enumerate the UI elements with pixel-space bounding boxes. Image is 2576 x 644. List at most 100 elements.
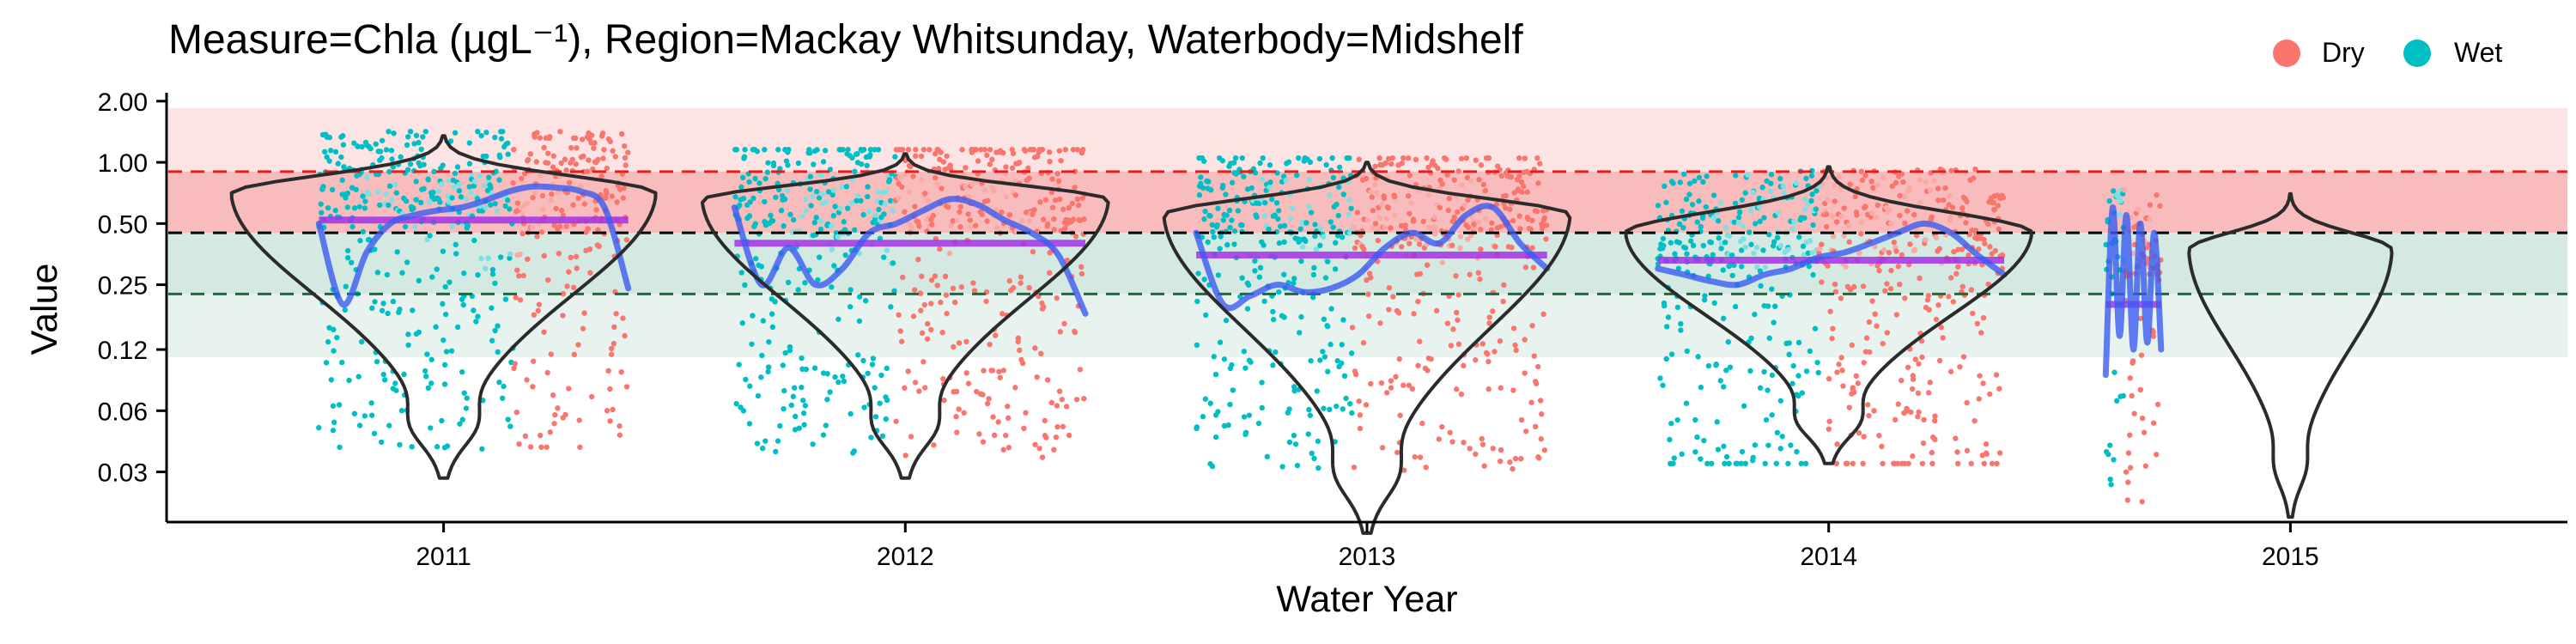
point	[362, 198, 368, 204]
point	[1317, 225, 1324, 232]
point	[488, 202, 494, 208]
point	[769, 311, 775, 317]
point	[1971, 175, 1977, 181]
point	[337, 444, 343, 451]
point	[1415, 298, 1421, 305]
point	[1701, 437, 1707, 444]
point	[1360, 340, 1367, 346]
point	[1886, 250, 1893, 256]
point	[386, 422, 392, 428]
point	[1381, 195, 1388, 202]
point	[1372, 163, 1378, 169]
point	[1788, 442, 1794, 448]
point	[465, 222, 471, 228]
point	[1038, 350, 1044, 357]
point	[372, 246, 378, 252]
point	[1742, 460, 1749, 467]
point	[759, 445, 766, 452]
point	[575, 195, 581, 202]
point	[1370, 225, 1376, 231]
point	[750, 195, 756, 202]
point	[448, 348, 455, 354]
point	[1273, 349, 1279, 355]
point	[932, 273, 939, 279]
point	[1241, 173, 1247, 179]
point	[840, 147, 846, 153]
point	[497, 254, 504, 260]
point	[1918, 337, 1925, 344]
point	[925, 197, 932, 204]
point	[1810, 271, 1816, 278]
point	[1203, 312, 1209, 319]
point	[1902, 220, 1908, 227]
point	[1959, 204, 1965, 211]
point	[1915, 414, 1921, 420]
point	[872, 414, 879, 420]
point	[1409, 386, 1416, 392]
point	[1521, 183, 1527, 190]
point	[951, 299, 958, 306]
point	[1907, 241, 1913, 247]
point	[1731, 262, 1737, 269]
point	[534, 130, 540, 136]
point	[373, 141, 379, 147]
point	[919, 177, 925, 184]
point	[1041, 304, 1047, 310]
point	[981, 368, 987, 374]
point	[1533, 380, 1540, 387]
point	[905, 368, 911, 374]
point	[1919, 460, 1926, 467]
point	[1750, 454, 1756, 460]
point	[915, 256, 921, 263]
point	[875, 189, 882, 195]
point	[617, 432, 623, 438]
point	[501, 383, 507, 390]
point	[1376, 155, 1382, 161]
point	[1838, 355, 1844, 361]
point	[456, 181, 462, 188]
point	[1039, 147, 1046, 153]
point	[1259, 176, 1266, 182]
point	[478, 256, 484, 262]
point	[1351, 224, 1358, 230]
point	[884, 397, 890, 404]
point	[1270, 308, 1276, 315]
point	[1025, 165, 1031, 172]
point	[883, 416, 889, 422]
point	[1897, 281, 1903, 288]
point	[858, 197, 864, 204]
point	[1733, 173, 1739, 179]
y-axis-title: Value	[24, 264, 65, 355]
point	[778, 207, 785, 214]
point	[1276, 240, 1283, 246]
smooth-curve-2011	[315, 183, 632, 308]
point	[1518, 416, 1525, 423]
point	[890, 208, 896, 214]
point	[737, 202, 743, 209]
point	[875, 147, 882, 153]
point	[417, 199, 424, 206]
point	[493, 168, 499, 174]
point	[1453, 273, 1459, 279]
point	[361, 413, 368, 419]
point	[1974, 320, 1981, 327]
point	[1356, 156, 1362, 162]
point	[1996, 450, 2003, 456]
point	[781, 196, 788, 203]
point	[1723, 453, 1730, 460]
point	[1756, 204, 1763, 210]
point	[1679, 208, 1686, 215]
point	[1018, 218, 1025, 224]
point	[1479, 341, 1485, 347]
point	[1971, 417, 1978, 424]
point	[832, 374, 838, 380]
point	[446, 178, 452, 185]
point	[1995, 203, 2002, 209]
point	[1893, 248, 1899, 254]
point	[1459, 182, 1465, 188]
point	[1674, 304, 1681, 311]
point	[2153, 452, 2160, 458]
point	[385, 310, 391, 317]
point	[1388, 161, 1394, 167]
point	[1696, 174, 1703, 181]
